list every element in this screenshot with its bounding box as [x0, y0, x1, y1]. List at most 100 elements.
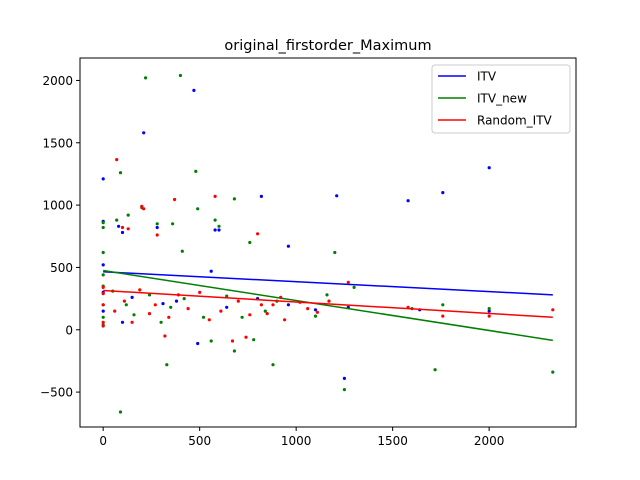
data-point [333, 250, 337, 255]
chart-marks [101, 73, 555, 414]
data-point [342, 376, 346, 380]
data-point [186, 307, 190, 311]
data-point [487, 314, 491, 318]
data-point [487, 307, 491, 311]
data-point [101, 273, 105, 277]
data-point [196, 207, 200, 211]
data-point [259, 194, 263, 198]
data-point [174, 299, 179, 303]
data-point [115, 218, 119, 222]
y-tick-label: 500 [50, 261, 73, 275]
series-random-itv [101, 158, 555, 343]
data-point [213, 228, 217, 232]
fit-line [103, 269, 553, 342]
data-point [117, 224, 121, 228]
x-tick-label: 1000 [281, 434, 312, 448]
data-point [182, 297, 186, 301]
data-point [406, 199, 410, 203]
data-point [335, 194, 339, 198]
data-point [286, 303, 290, 307]
data-point [147, 312, 152, 316]
data-point [167, 315, 171, 319]
data-point [196, 341, 200, 346]
data-point [159, 320, 163, 324]
data-point [248, 313, 252, 317]
data-point [101, 292, 105, 296]
y-tick-label: 2000 [42, 74, 73, 88]
data-point [194, 169, 198, 173]
data-point [279, 295, 283, 299]
data-point [551, 370, 555, 374]
data-point [163, 334, 167, 338]
data-point [126, 227, 130, 231]
data-point [140, 204, 144, 208]
data-point [209, 269, 213, 273]
x-tick-label: 2000 [474, 434, 505, 448]
data-point [101, 263, 105, 267]
data-point [325, 293, 329, 297]
data-point [201, 315, 206, 319]
data-point [252, 338, 256, 342]
data-point [115, 158, 119, 162]
data-point [101, 309, 105, 313]
data-point [178, 73, 182, 78]
data-point [130, 295, 134, 299]
data-point [165, 363, 169, 367]
data-point [120, 230, 125, 235]
data-point [306, 307, 310, 311]
data-point [122, 299, 126, 303]
data-point [259, 303, 263, 307]
data-point [433, 368, 437, 372]
fit-line [103, 289, 553, 319]
data-point [327, 299, 331, 303]
data-point [138, 288, 142, 292]
legend-label: ITV [477, 70, 497, 84]
data-point [265, 312, 269, 316]
data-point [217, 228, 221, 232]
data-point [487, 309, 491, 313]
y-tick-label: 1500 [42, 136, 73, 150]
data-point [126, 213, 130, 217]
legend-box [431, 64, 571, 134]
data-point [169, 305, 173, 309]
data-point [232, 197, 236, 201]
data-point [286, 244, 290, 248]
data-point [192, 88, 196, 92]
x-tick-label: 500 [188, 434, 211, 448]
data-point [132, 313, 136, 317]
data-point [124, 303, 128, 307]
data-point [101, 303, 105, 307]
data-point [118, 410, 123, 414]
data-point [101, 285, 105, 289]
x-tick-label: 1500 [377, 434, 408, 448]
data-point [180, 249, 184, 253]
data-point [213, 194, 217, 198]
data-point [283, 318, 287, 322]
data-point [209, 339, 213, 343]
data-point [101, 250, 105, 255]
data-point [248, 240, 252, 245]
data-point [236, 299, 240, 303]
data-point [101, 324, 105, 328]
data-point [120, 320, 125, 324]
data-point [551, 308, 555, 312]
data-point [155, 222, 159, 226]
data-point [342, 388, 346, 392]
data-point [213, 218, 217, 222]
data-point [232, 349, 236, 353]
data-point [225, 305, 229, 309]
data-point [171, 222, 175, 226]
data-point [487, 166, 491, 170]
fit-line [103, 271, 553, 296]
data-point [147, 293, 152, 297]
data-point [198, 290, 202, 294]
data-point [313, 314, 318, 318]
data-point [161, 302, 165, 306]
data-point [244, 335, 248, 339]
data-point [142, 207, 146, 211]
series-itv-new [101, 73, 555, 414]
data-point [230, 339, 235, 343]
data-point [217, 224, 221, 228]
data-point [441, 303, 445, 307]
